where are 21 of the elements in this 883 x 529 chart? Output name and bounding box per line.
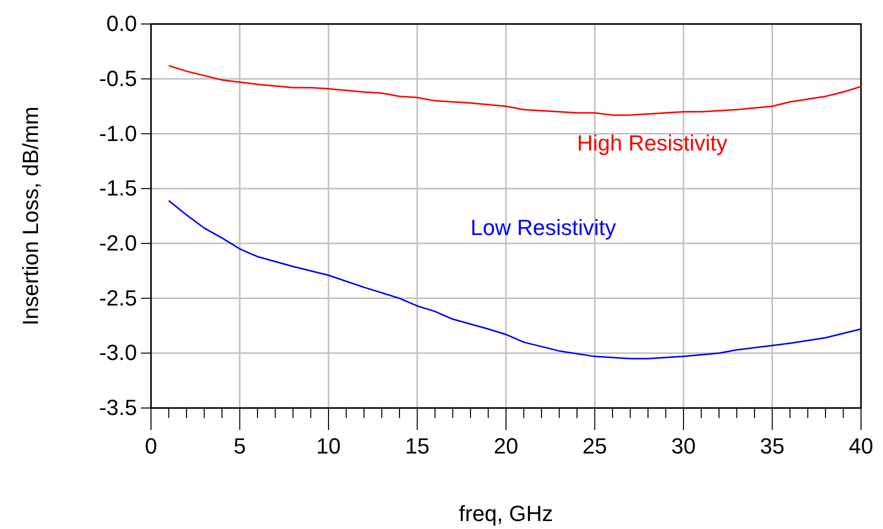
x-tick-label: 30 [671, 434, 696, 459]
x-tick-label: 35 [760, 434, 784, 459]
x-tick-label: 40 [848, 434, 874, 459]
y-tick-label: -2.0 [99, 230, 137, 256]
y-tick-label: 0.0 [106, 11, 137, 36]
x-tick-label: 20 [494, 434, 518, 459]
x-tick-label: 15 [405, 434, 430, 459]
text: Low Resistivity [470, 215, 616, 240]
y-tick-label: -0.5 [99, 66, 137, 91]
y-tick-label: -3.5 [99, 395, 137, 420]
y-axis-title: Insertion Loss, dB/mm [18, 106, 43, 326]
series-label: High Resistivity [577, 130, 728, 156]
y-tick-label: -3.0 [99, 340, 137, 366]
y-tick-label: -1.0 [99, 120, 137, 146]
x-tick-label: 0 [144, 434, 158, 459]
x-axis-title: freq, GHz [458, 501, 554, 526]
x-tick-label: 25 [582, 434, 607, 459]
x-tick-label: 5 [234, 434, 246, 459]
y-tick-label: -2.5 [99, 285, 137, 310]
y-tick-label: -1.5 [99, 176, 137, 201]
x-tick-label: 10 [316, 434, 341, 459]
